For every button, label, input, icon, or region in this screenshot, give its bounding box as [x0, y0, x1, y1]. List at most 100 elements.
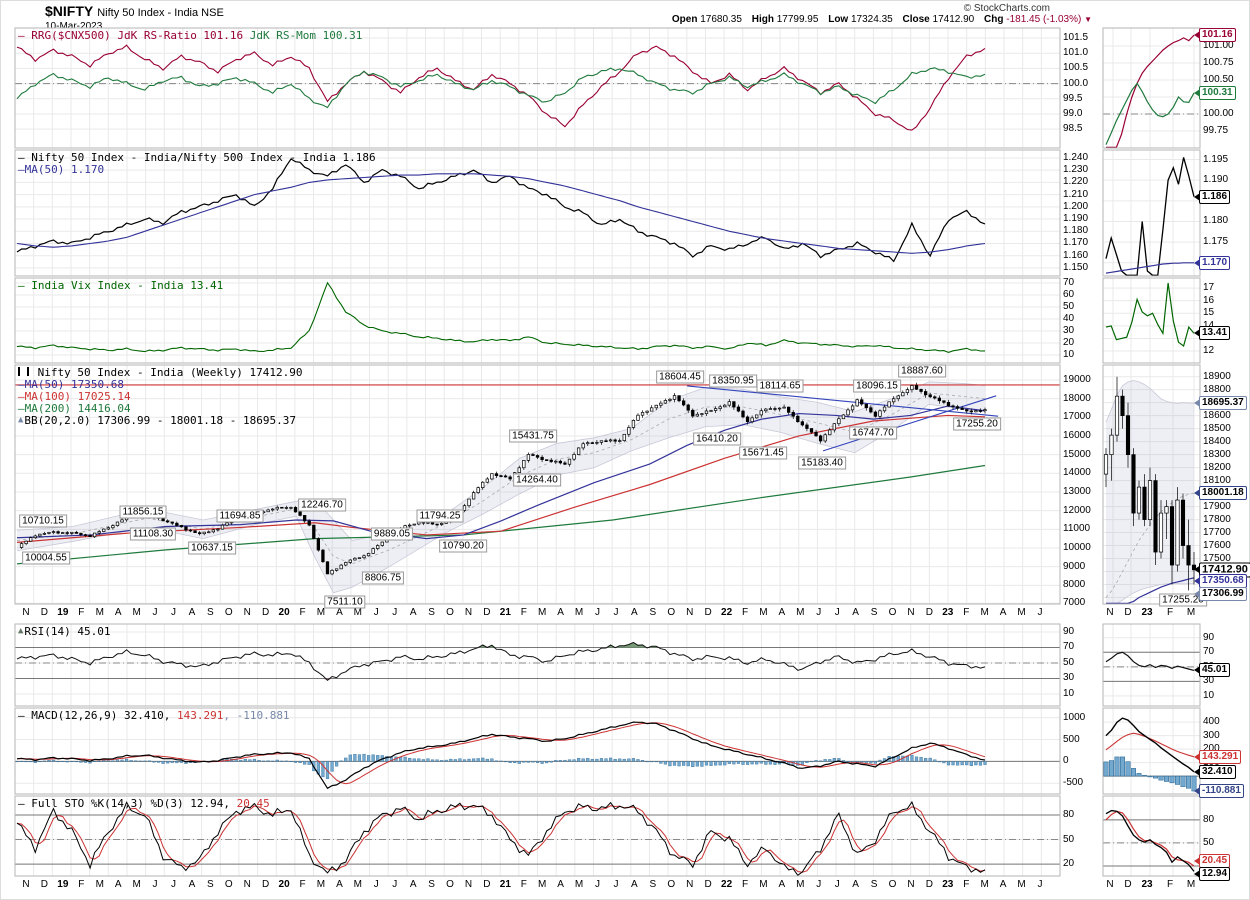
x-axis-label: O: [667, 607, 676, 618]
x-axis-label: A: [336, 607, 343, 618]
y-axis-tick: 70: [1063, 277, 1075, 288]
y-axis-tick: 12000: [1063, 505, 1091, 516]
x-axis-label: J: [816, 879, 822, 890]
x-axis-label: D: [925, 607, 933, 618]
y-axis-tick: 18100: [1203, 475, 1231, 486]
value-tag: 18695.37: [1199, 396, 1247, 411]
legend-rrg: — RRG($CNX500) JdK RS-Ratio 101.16 JdK R…: [18, 29, 363, 42]
mini-x-axis-label: D: [1124, 607, 1132, 618]
x-axis-label: A: [188, 607, 196, 618]
x-axis-label: M: [132, 607, 141, 618]
legend-ratio: — Nifty 50 Index - India/Nifty 500 Index…: [18, 151, 376, 164]
x-axis-label: M: [796, 879, 805, 890]
y-axis-tick: 18800: [1203, 384, 1231, 395]
x-axis-label: N: [22, 607, 30, 618]
symbol: $NIFTY: [45, 3, 94, 19]
y-axis-tick: 30: [1063, 325, 1075, 336]
value-tag: 1.170: [1199, 255, 1231, 270]
x-axis-label: S: [428, 879, 435, 890]
open-value: 17680.35: [700, 14, 742, 25]
y-axis-tick: 1.195: [1203, 154, 1229, 165]
value-tag: 32.410: [1199, 764, 1236, 779]
y-axis-tick: 1.175: [1203, 236, 1229, 247]
price-callout: 18604.45: [656, 370, 704, 384]
x-axis-label: M: [1017, 607, 1026, 618]
mini-x-axis-label: 23: [1141, 607, 1153, 618]
x-axis-label: F: [520, 879, 527, 890]
x-axis-label: M: [980, 607, 989, 618]
y-axis-tick: 10000: [1063, 542, 1091, 553]
y-axis-tick: 70: [1203, 646, 1215, 657]
y-axis-tick: 1.180: [1063, 225, 1089, 236]
x-axis-label: 20: [278, 607, 290, 618]
x-axis-label: J: [834, 607, 840, 618]
x-axis-label: F: [299, 879, 306, 890]
price-callout: 18350.95: [709, 374, 757, 388]
y-axis-tick: 1.240: [1063, 152, 1089, 163]
y-axis-tick: 17000: [1063, 411, 1091, 422]
x-axis-label: A: [409, 607, 417, 618]
y-axis-tick: 1.190: [1203, 174, 1229, 185]
x-axis-label: D: [40, 607, 49, 618]
y-axis-tick: 200: [1203, 743, 1220, 754]
y-axis-tick: 500: [1063, 734, 1080, 745]
x-axis-label: F: [963, 879, 970, 890]
y-axis-tick: 1.220: [1063, 176, 1089, 187]
x-axis-label: M: [316, 879, 326, 890]
value-tag: 13.41: [1199, 326, 1231, 341]
y-axis-tick: 14000: [1063, 467, 1091, 478]
x-axis-label: J: [152, 879, 158, 890]
x-axis-label: A: [557, 607, 564, 618]
x-axis-label: A: [778, 607, 786, 618]
ohlc-row: Open 17680.35 High 17799.95 Low 17324.35…: [665, 14, 1092, 25]
y-axis-tick: 16: [1203, 295, 1215, 306]
value-tag: 45.01: [1199, 663, 1231, 678]
price-callout: 15671.45: [739, 446, 787, 460]
legend-price: —MA(50) 17350.68: [18, 378, 124, 391]
y-axis-tick: 12: [1203, 345, 1215, 356]
x-axis-label: M: [95, 879, 104, 890]
x-axis-label: A: [336, 879, 343, 890]
y-axis-tick: 50: [1063, 301, 1075, 312]
y-axis-tick: 7000: [1063, 597, 1086, 608]
x-axis-label: F: [299, 607, 306, 618]
y-axis-tick: 18600: [1203, 410, 1231, 421]
x-axis-label: D: [262, 879, 270, 890]
mini-x-axis-label: N: [1106, 607, 1114, 618]
x-axis-label: 22: [721, 607, 733, 618]
x-axis-label: O: [224, 607, 233, 618]
x-axis-label: M: [538, 879, 547, 890]
x-axis-label: M: [538, 607, 547, 618]
y-axis-tick: 80: [1203, 814, 1215, 825]
x-axis-label: J: [595, 879, 601, 890]
x-axis-label: F: [741, 879, 749, 890]
y-axis-tick: 1.180: [1203, 215, 1229, 226]
x-axis-label: S: [649, 607, 657, 618]
y-axis-tick: 17900: [1203, 501, 1231, 512]
x-axis-label: N: [907, 879, 915, 890]
price-callout: 16410.20: [693, 432, 741, 446]
y-axis-tick: 18300: [1203, 449, 1231, 460]
value-tag: -110.881: [1199, 784, 1244, 799]
price-callout: 14264.40: [513, 473, 561, 487]
x-axis-label: F: [78, 879, 85, 890]
price-callout: 17255.20: [953, 417, 1001, 431]
y-axis-tick: 17: [1203, 282, 1215, 293]
x-axis-label: A: [188, 879, 196, 890]
price-callout: 10790.20: [439, 539, 487, 553]
y-axis-tick: 400: [1203, 716, 1220, 727]
x-axis-label: M: [316, 607, 326, 618]
x-axis-label: J: [816, 607, 822, 618]
price-callout: 16747.70: [849, 426, 897, 440]
x-axis-label: J: [170, 879, 176, 890]
x-axis-label: J: [1037, 607, 1043, 618]
stockcharts-credit[interactable]: © StockCharts.com: [963, 3, 1050, 14]
x-axis-label: M: [574, 879, 584, 890]
x-axis-label: M: [353, 879, 363, 890]
symbol-name: Nifty 50 Index - India NSE: [97, 7, 224, 19]
y-axis-tick: 80: [1063, 809, 1075, 820]
x-axis-label: A: [852, 607, 859, 618]
y-axis-tick: 100.5: [1063, 62, 1089, 73]
y-axis-tick: 50: [1203, 837, 1215, 848]
price-callout: 9889.05: [370, 527, 414, 541]
